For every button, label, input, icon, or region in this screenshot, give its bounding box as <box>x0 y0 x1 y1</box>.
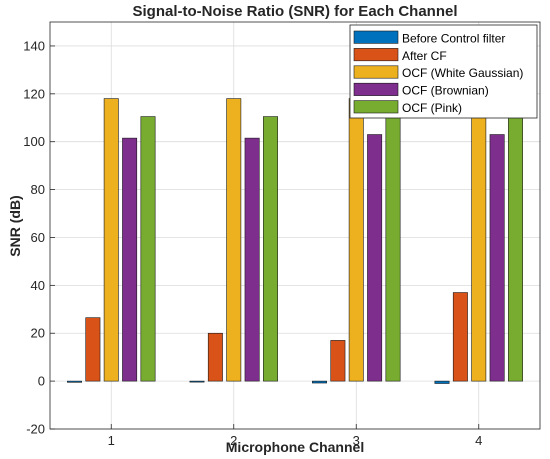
bar <box>312 380 327 384</box>
bar <box>140 116 156 382</box>
bar <box>85 317 101 382</box>
bar <box>348 98 364 382</box>
bar <box>122 137 138 382</box>
bar <box>452 292 468 382</box>
legend-swatch <box>353 100 399 114</box>
bar <box>226 98 242 382</box>
y-tick-label: -20 <box>26 422 45 437</box>
bar <box>385 116 401 382</box>
bar <box>189 380 205 383</box>
chart-title: Signal-to-Noise Ratio (SNR) for Each Cha… <box>132 3 457 20</box>
legend-swatch <box>353 48 399 62</box>
bars <box>67 98 523 384</box>
y-axis-label: SNR (dB) <box>7 195 23 256</box>
y-tick-label: 20 <box>31 326 45 341</box>
bar <box>434 380 450 384</box>
y-tick-label: 60 <box>31 230 45 245</box>
bar <box>103 98 119 382</box>
legend-swatch <box>353 65 399 79</box>
x-tick-label: 4 <box>475 433 482 448</box>
legend-entry-label: Before Control filter <box>402 31 505 45</box>
bar <box>330 340 346 382</box>
legend-entry-label: OCF (White Gaussian) <box>402 66 523 80</box>
legend: Before Control filter After CF OCF (White … <box>349 24 538 119</box>
legend-entry-label: OCF (Brownian) <box>402 84 489 98</box>
legend-entry-label: After CF <box>402 49 447 63</box>
x-tick-label: 1 <box>108 433 115 448</box>
y-tick-label: 120 <box>23 86 45 101</box>
x-tick-label: 3 <box>353 433 360 448</box>
bar <box>489 134 505 382</box>
bar <box>67 380 82 383</box>
bar <box>263 116 278 382</box>
x-axis-label: Microphone Channel <box>226 439 364 455</box>
y-tick-label: 40 <box>31 278 45 293</box>
legend-swatch <box>353 30 399 44</box>
plot-frame <box>49 21 541 430</box>
x-tick-label: 2 <box>230 433 237 448</box>
bar <box>508 116 523 382</box>
bar <box>244 137 260 382</box>
legend-swatch <box>353 82 399 96</box>
axis-ticks: -20 0 20 40 60 80 100 120 140 1 2 3 4 <box>23 38 482 448</box>
bar <box>207 332 223 382</box>
y-tick-label: 140 <box>23 38 45 53</box>
y-tick-label: 100 <box>23 134 45 149</box>
bar <box>367 134 383 382</box>
y-tick-label: 0 <box>38 374 45 389</box>
legend-entry-label: OCF (Pink) <box>402 101 462 115</box>
y-tick-label: 80 <box>31 182 45 197</box>
bar <box>471 98 487 382</box>
